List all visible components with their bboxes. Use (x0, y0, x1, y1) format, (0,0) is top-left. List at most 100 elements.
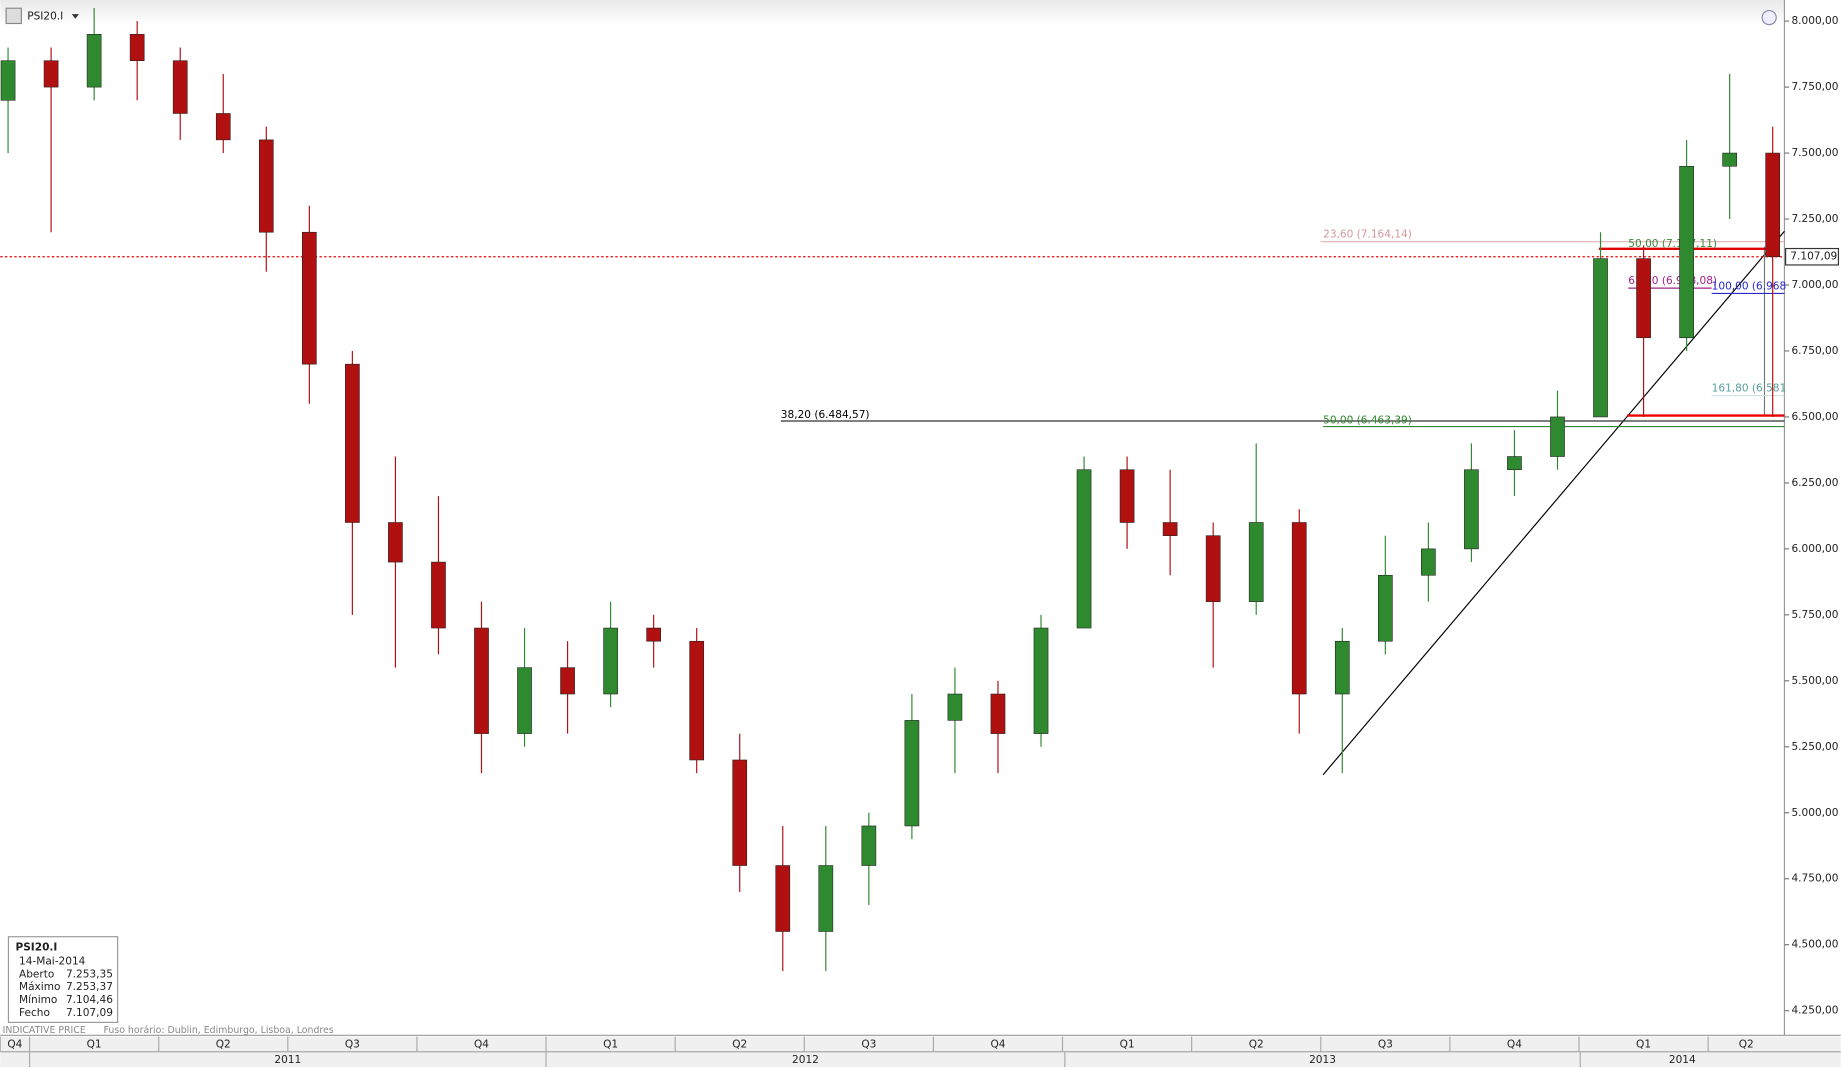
last-price-box (1785, 247, 1840, 266)
info-value: 7.107,09 (66, 1007, 113, 1019)
candle-body (1722, 152, 1737, 167)
year-label: 2014 (1669, 1054, 1696, 1066)
quarter-label: Q2 (1249, 1039, 1264, 1051)
candle-body (43, 60, 59, 88)
y-tick-label: 5.250,00 (1791, 741, 1838, 753)
y-tick-label: 4.250,00 (1791, 1005, 1838, 1017)
quarter-label: Q2 (1739, 1039, 1754, 1051)
quarter-label: Q1 (87, 1039, 102, 1051)
y-tick-label: 7.750,00 (1791, 81, 1838, 93)
candle-body (603, 627, 618, 695)
y-tick-label: 6.750,00 (1791, 345, 1838, 357)
candle-body (345, 363, 360, 523)
candle-body (1377, 574, 1393, 642)
candle-body (1033, 627, 1049, 734)
level-label: 23,60 (7.164,14) (1323, 229, 1412, 241)
quarter-label: Q4 (474, 1039, 489, 1051)
y-tick-label: 5.000,00 (1791, 807, 1838, 819)
y-tick-label: 6.000,00 (1791, 543, 1838, 555)
candle-body (646, 627, 661, 642)
quarter-label: Q3 (345, 1039, 360, 1051)
candle-body (1334, 640, 1350, 695)
year-label: 2011 (274, 1054, 301, 1066)
level-label: 100,00 (6.968 (1712, 280, 1787, 292)
price-type: INDICATIVE PRICE (3, 1025, 86, 1036)
y-tick-label: 5.750,00 (1791, 609, 1838, 621)
quarter-label: Q2 (216, 1039, 231, 1051)
candle-body (990, 693, 1006, 734)
y-tick-label: 8.000,00 (1791, 15, 1838, 27)
quarter-label: Q4 (1507, 1039, 1522, 1051)
quarter-label: Q4 (990, 1039, 1005, 1051)
info-symbol: PSI20.I (15, 941, 57, 953)
candle-body (732, 759, 748, 866)
candle-body (689, 640, 705, 761)
candle-body (1162, 522, 1178, 536)
dropdown-arrow[interactable] (71, 14, 79, 19)
level-label: 38,20 (6.484,57) (781, 409, 870, 421)
candle-body (1550, 416, 1565, 457)
candle-body (818, 865, 834, 932)
quarter-label: Q4 (7, 1039, 22, 1051)
candle-body (0, 60, 16, 101)
quarter-label: Q3 (1378, 1039, 1393, 1051)
info-value: 7.253,37 (66, 981, 113, 993)
y-tick-label: 5.500,00 (1791, 675, 1838, 687)
candle-body (474, 627, 489, 734)
candle-body (215, 113, 231, 141)
symbol-label[interactable]: PSI20.I (27, 10, 63, 22)
year-label: 2013 (1309, 1054, 1336, 1066)
y-tick-label: 6.250,00 (1791, 477, 1838, 489)
info-box: PSI20.I 14-Mai-2014 Aberto 7.253,35 Máximo… (7, 936, 119, 1023)
last-price-label: 7.107,09 (1790, 251, 1837, 263)
level-label: 50,00 (6.463,39) (1323, 415, 1412, 427)
quarter-label: Q1 (1120, 1039, 1135, 1051)
trend-line (1322, 230, 1785, 776)
y-tick-label: 4.750,00 (1791, 873, 1838, 885)
candle-body (1464, 469, 1479, 550)
candle-body (904, 720, 920, 827)
info-key: Máximo (19, 981, 60, 993)
clock-icon[interactable] (1761, 9, 1777, 26)
info-key: Fecho (19, 1007, 50, 1019)
candle-body (1421, 548, 1436, 576)
y-tick-label: 4.500,00 (1791, 939, 1838, 951)
candle-body (775, 865, 791, 932)
candle-body (1076, 469, 1092, 629)
candle-body (86, 34, 102, 88)
level-label: 161,80 (6.581 (1712, 383, 1787, 395)
candle-body (431, 561, 446, 629)
candle-body (1593, 258, 1608, 418)
candle-body (301, 231, 317, 365)
level-label: 50,00 (7.137,11) (1628, 238, 1717, 250)
symbol-icon[interactable] (5, 7, 22, 25)
candle-body (861, 825, 877, 866)
candle-body (1119, 469, 1135, 523)
candle-body (172, 60, 188, 114)
candle-body (1507, 456, 1522, 471)
info-key: Aberto (19, 968, 54, 980)
quarter-label: Q1 (603, 1039, 618, 1051)
info-key: Mínimo (19, 994, 57, 1006)
candle-body (388, 522, 403, 563)
year-label: 2012 (792, 1054, 819, 1066)
info-date: 14-Mai-2014 (19, 955, 86, 967)
info-value: 7.104,46 (66, 994, 113, 1006)
candle-body (1636, 258, 1651, 339)
candle-body (1205, 535, 1221, 602)
candle-body (517, 667, 532, 734)
candle-body (1765, 152, 1781, 258)
quarter-label: Q3 (861, 1039, 876, 1051)
header-band (0, 0, 1785, 26)
y-tick-label: 7.250,00 (1791, 213, 1838, 225)
candle-body (947, 693, 963, 721)
y-tick-label: 7.500,00 (1791, 147, 1838, 159)
timezone: Fuso horário: Dublin, Edimburgo, Lisboa,… (104, 1025, 334, 1036)
quarter-label: Q1 (1636, 1039, 1651, 1051)
candle-body (1291, 522, 1307, 695)
quarter-label: Q2 (732, 1039, 747, 1051)
candle-body (1679, 165, 1694, 339)
candle-body (560, 667, 575, 695)
